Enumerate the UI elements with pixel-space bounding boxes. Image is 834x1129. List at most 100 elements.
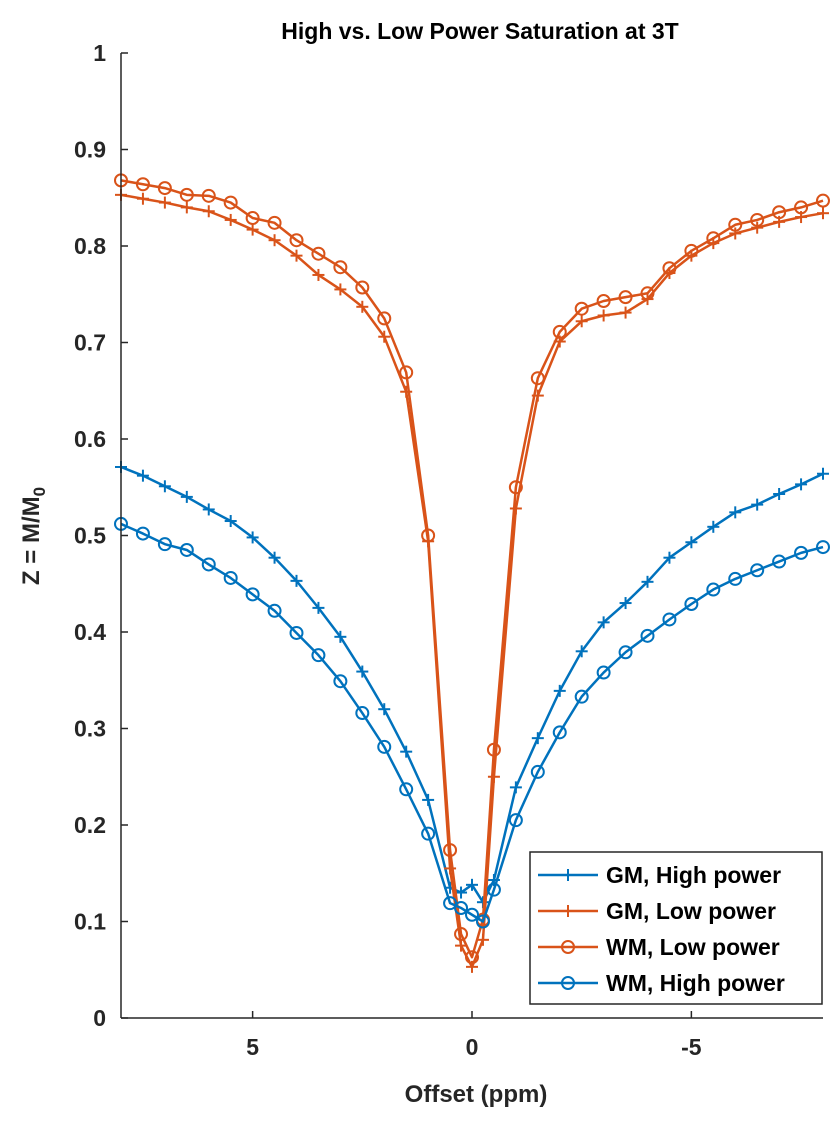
series-4-point (530, 764, 545, 779)
series-4-point (377, 739, 392, 754)
series-4-point (596, 665, 611, 680)
series-1-point (312, 601, 325, 614)
series-4-point (728, 571, 743, 586)
legend-swatch-marker (562, 905, 574, 917)
series-3-point (816, 193, 830, 208)
series-1-point (553, 684, 566, 697)
series-3-point (772, 205, 787, 220)
y-axis-label-main: Z = M/M (18, 496, 45, 585)
y-tick-label: 0.4 (74, 619, 106, 645)
series-3-point (530, 371, 545, 386)
legend: GM, High power GM, Low power WM, Low power… (529, 851, 823, 1005)
y-tick-label: 0.9 (74, 137, 106, 163)
series-2-point (476, 933, 489, 946)
series-4 (114, 516, 830, 929)
series-1-point (290, 574, 303, 587)
series-2-point (597, 309, 610, 322)
series-1-point (751, 498, 764, 511)
series-4-point (399, 782, 414, 797)
series-2-point (378, 330, 391, 343)
series-2-point (136, 192, 149, 205)
chart-title: High vs. Low Power Saturation at 3T (281, 18, 678, 44)
series-1-point (663, 551, 676, 564)
series-1-line (120, 465, 824, 904)
series-3-point (245, 211, 260, 226)
series-3-point (377, 311, 392, 326)
series-1-point (707, 520, 720, 533)
y-tick-label: 0.1 (74, 909, 106, 935)
series-1-point (356, 665, 369, 678)
series-4-point (465, 907, 479, 922)
series-2-point (290, 249, 303, 262)
series-3-point (157, 181, 172, 196)
series-4-point (662, 612, 677, 627)
series-3-point (728, 217, 743, 232)
series-1-point (795, 478, 808, 491)
series-3-point (267, 215, 282, 230)
series-1-point (729, 506, 742, 519)
y-tick-label: 0.5 (74, 523, 106, 549)
series-3-line (120, 179, 824, 959)
series-4-point (157, 537, 172, 552)
series-1-point (597, 616, 610, 629)
series-3-point (421, 528, 436, 543)
series-3-point (552, 324, 567, 339)
series-1-point (509, 781, 522, 794)
series-3-point (289, 233, 304, 248)
series-2-point (487, 770, 500, 783)
series-4-point (486, 882, 501, 897)
series-4-point (201, 557, 216, 572)
x-tick-label: 0 (466, 1034, 479, 1060)
series-2-point (455, 939, 468, 952)
series-1-point (268, 551, 281, 564)
series-4-point (223, 570, 238, 585)
series-4-point (245, 587, 260, 602)
series-1 (115, 460, 829, 909)
series-1-point (575, 645, 588, 658)
legend-label: WM, Low power (606, 934, 780, 960)
plot-area (114, 173, 830, 973)
legend-entry-3: WM, Low power (538, 934, 780, 960)
series-3-point (223, 195, 238, 210)
legend-label: WM, High power (606, 970, 785, 996)
series-3-point (311, 246, 326, 261)
series-4-point (454, 900, 469, 915)
series-4-point (574, 689, 589, 704)
y-axis-label: Z = M/M0 (18, 487, 49, 585)
series-2-point (268, 234, 281, 247)
y-tick-label: 1 (93, 40, 106, 66)
series-1-point (202, 503, 215, 516)
series-4-point (267, 603, 282, 618)
series-2-point (729, 227, 742, 240)
series-2-point (751, 221, 764, 234)
series-1-point (466, 878, 478, 891)
series-2-point (224, 213, 237, 226)
series-1-point (685, 536, 698, 549)
series-4-point (706, 582, 721, 597)
series-2-point (312, 268, 325, 281)
series-4-point (750, 563, 765, 578)
series-2-point (444, 862, 457, 875)
series-1-point (400, 745, 413, 758)
y-tick-label: 0.3 (74, 716, 106, 742)
series-2-point (575, 315, 588, 328)
series-4-point (508, 813, 523, 828)
series-4-point (552, 725, 567, 740)
series-3-point (684, 243, 699, 258)
series-3-point (508, 480, 523, 495)
series-3-point (662, 261, 677, 276)
series-2 (115, 188, 829, 973)
series-4-point (355, 706, 370, 721)
series-2-point (817, 207, 829, 220)
series-2-point (202, 205, 215, 218)
series-1-point (817, 467, 829, 480)
series-1-point (773, 488, 786, 501)
series-3 (114, 173, 830, 965)
x-tick-label: -5 (681, 1034, 702, 1060)
series-3-point (618, 290, 633, 305)
legend-swatch-marker (561, 976, 575, 990)
series-2-point (158, 196, 171, 209)
series-3-point (201, 188, 216, 203)
series-3-point (179, 187, 194, 202)
